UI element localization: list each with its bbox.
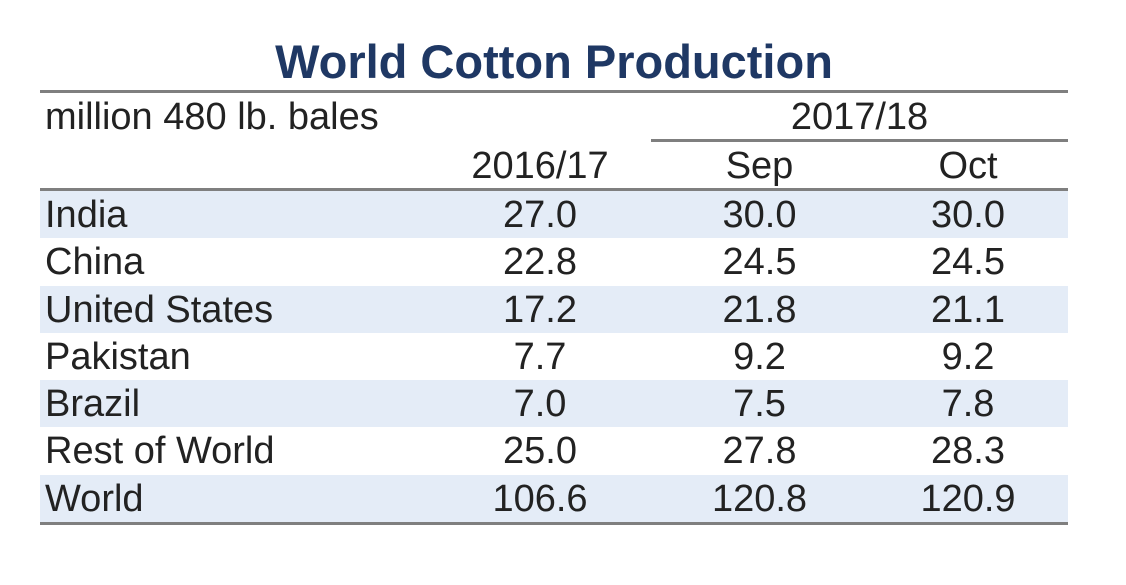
cell-oct: 7.8	[941, 383, 995, 426]
cell-2016-17: 27.0	[503, 194, 577, 236]
row-label: India	[45, 194, 128, 236]
cell-oct: 21.1	[931, 288, 1005, 331]
cell-oct: 28.3	[931, 430, 1005, 473]
header-rule	[40, 188, 1068, 191]
top-rule	[40, 90, 1068, 93]
table-row: World 106.6 120.8 120.9	[40, 474, 1068, 523]
cell-sep: 9.2	[733, 335, 786, 378]
cell-2016-17: 22.8	[503, 241, 577, 284]
table-title: World Cotton Production	[275, 35, 833, 88]
table-body: India 27.0 30.0 30.0 China 22.8 24.5 24.…	[40, 191, 1068, 523]
cell-sep: 120.8	[711, 477, 808, 520]
column-header-2016-17: 2016/17	[471, 145, 609, 187]
cell-sep: 21.8	[722, 288, 797, 331]
cell-2016-17: 25.0	[503, 430, 577, 473]
row-label: China	[45, 241, 145, 284]
table-row: China 22.8 24.5 24.5	[40, 238, 1068, 285]
cell-sep: 7.5	[733, 383, 786, 426]
cell-2016-17: 17.2	[503, 288, 577, 331]
cell-2016-17: 106.6	[492, 477, 588, 520]
row-label: Rest of World	[45, 430, 275, 473]
row-label: Brazil	[45, 383, 141, 426]
row-label: World	[45, 477, 144, 520]
cell-oct: 24.5	[931, 241, 1005, 284]
table-row: Brazil 7.0 7.5 7.8	[40, 380, 1068, 428]
table-row: Rest of World 25.0 27.8 28.3	[40, 427, 1068, 474]
cell-sep: 24.5	[722, 241, 797, 284]
row-label: United States	[45, 288, 274, 331]
bottom-rule	[40, 522, 1068, 525]
cell-2016-17: 7.0	[513, 383, 567, 426]
table-row: Pakistan 7.7 9.2 9.2	[40, 333, 1068, 380]
cell-oct: 9.2	[941, 335, 995, 378]
table-row: India 27.0 30.0 30.0	[40, 191, 1068, 239]
cell-oct: 120.9	[920, 477, 1016, 520]
group-rule	[651, 139, 1068, 142]
cell-sep: 27.8	[722, 430, 797, 473]
row-label: Pakistan	[45, 335, 191, 378]
group-header-2017-18: 2017/18	[790, 96, 929, 138]
cell-sep: 30.0	[722, 194, 797, 236]
column-header-sep: Sep	[725, 145, 794, 187]
cell-2016-17: 7.7	[513, 335, 567, 378]
column-header-oct: Oct	[938, 145, 998, 187]
cell-oct: 30.0	[931, 194, 1005, 236]
table-row: United States 17.2 21.8 21.1	[40, 285, 1068, 333]
units-label: million 480 lb. bales	[45, 96, 379, 138]
